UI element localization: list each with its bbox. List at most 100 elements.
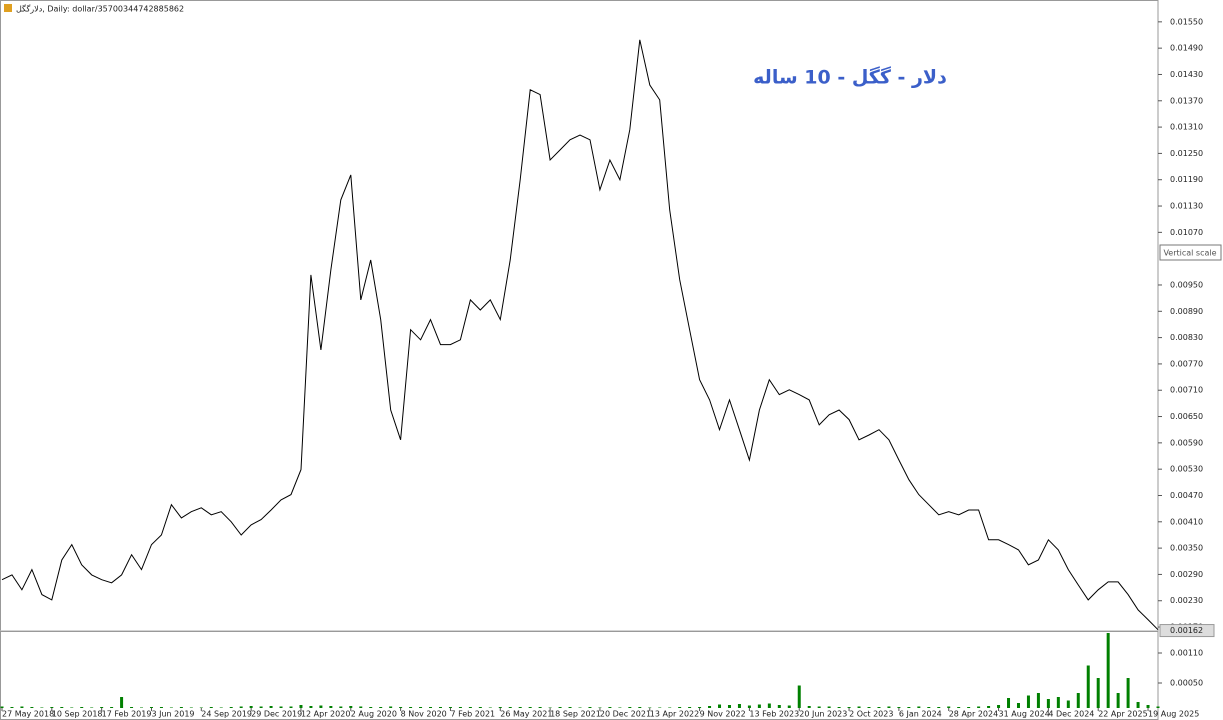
- volume-bar: [349, 706, 353, 708]
- y-tick-label: 0.00470: [1170, 491, 1203, 500]
- x-tick-label: 3 Jun 2019: [151, 710, 194, 719]
- volume-bar: [90, 707, 94, 708]
- y-tick-label: 0.01070: [1170, 228, 1203, 237]
- volume-bar: [837, 707, 841, 708]
- x-tick-label: 26 May 2021: [500, 710, 552, 719]
- volume-bar: [299, 705, 303, 708]
- x-tick-label: 18 Sep 2021: [550, 710, 601, 719]
- volume-bar: [508, 707, 512, 708]
- volume-bar: [239, 706, 243, 708]
- volume-bar: [947, 706, 951, 708]
- volume-bar: [997, 705, 1001, 708]
- volume-bar: [967, 707, 971, 708]
- volume-bar: [169, 707, 173, 708]
- y-tick-label: 0.00230: [1170, 596, 1203, 605]
- volume-bar: [229, 707, 233, 708]
- volume-bar: [1086, 665, 1090, 708]
- volume-bar: [329, 706, 333, 708]
- volume-bar: [60, 707, 64, 708]
- x-tick-label: 20 Jun 2023: [799, 710, 847, 719]
- x-tick-label: 20 Dec 2021: [600, 710, 651, 719]
- volume-bar: [159, 707, 163, 708]
- volume-bar: [558, 707, 562, 708]
- volume-bar: [618, 707, 622, 708]
- y-tick-label: 0.00110: [1170, 649, 1203, 658]
- volume-bar: [787, 705, 791, 708]
- volume-bar: [648, 707, 652, 708]
- volume-bar: [747, 705, 751, 708]
- y-tick-label: 0.01430: [1170, 70, 1203, 79]
- volume-bar: [339, 706, 343, 708]
- volume-bar: [1106, 633, 1110, 708]
- y-tick-label: 0.00050: [1170, 679, 1203, 688]
- x-tick-label: 22 Apr 2025: [1098, 710, 1147, 719]
- volume-bar: [199, 707, 203, 708]
- volume-bar: [20, 706, 24, 708]
- volume-bar: [727, 705, 731, 708]
- volume-bar: [70, 707, 74, 708]
- volume-bar: [807, 706, 811, 708]
- volume-bar: [30, 707, 34, 708]
- x-tick-label: 8 Nov 2020: [401, 710, 447, 719]
- volume-bar: [279, 706, 283, 708]
- symbol-icon: [4, 4, 12, 12]
- volume-bar: [259, 706, 263, 708]
- volume-bar: [718, 704, 722, 708]
- volume-bar: [767, 703, 771, 708]
- volume-bar: [568, 707, 572, 708]
- volume-bar: [628, 707, 632, 708]
- y-tick-label: 0.01550: [1170, 17, 1203, 26]
- y-tick-label: 0.00410: [1170, 517, 1203, 526]
- x-tick-label: 6 Jan 2024: [899, 710, 942, 719]
- y-tick-label: 0.00650: [1170, 412, 1203, 421]
- volume-bar: [867, 707, 871, 708]
- y-tick-label: 0.00590: [1170, 438, 1203, 447]
- volume-bar: [658, 707, 662, 708]
- volume-bar: [1007, 698, 1011, 708]
- last-value-box: [1159, 624, 1215, 638]
- y-tick-label: 0.01250: [1170, 149, 1203, 158]
- volume-bar: [538, 707, 542, 708]
- volume-bar: [827, 706, 831, 708]
- volume-bar: [1136, 702, 1140, 708]
- volume-bar: [698, 707, 702, 708]
- volume-bar: [857, 706, 861, 708]
- tooltip: Vertical scale: [1163, 249, 1216, 258]
- y-tick-label: 0.00830: [1170, 333, 1203, 342]
- volume-bar: [50, 707, 54, 708]
- volume-bar: [1036, 693, 1040, 708]
- annotation: دلار - گگل - 10 ساله: [753, 66, 947, 89]
- volume-bar: [130, 707, 134, 708]
- volume-bar: [1126, 678, 1130, 708]
- y-tick-label: 0.01310: [1170, 123, 1203, 132]
- x-tick-label: 13 Apr 2022: [650, 710, 699, 719]
- volume-bar: [458, 707, 462, 708]
- y-tick-label: 0.00770: [1170, 359, 1203, 368]
- x-tick-label: 2 Aug 2020: [351, 710, 397, 719]
- volume-bar: [448, 707, 452, 708]
- volume-bar: [179, 707, 183, 708]
- volume-bar: [927, 707, 931, 708]
- x-tick-label: 29 Dec 2019: [251, 710, 302, 719]
- volume-bar: [688, 707, 692, 708]
- volume-bar: [498, 707, 502, 708]
- volume-bar: [10, 707, 14, 708]
- volume-bar: [668, 707, 672, 708]
- tooltip-box: [1159, 244, 1222, 261]
- volume-bar: [877, 707, 881, 708]
- volume-bar: [1046, 699, 1050, 708]
- volume-bar: [1096, 678, 1100, 708]
- y-tick-label: 0.01130: [1170, 202, 1203, 211]
- volume-bar: [149, 707, 153, 708]
- volume-bar: [468, 707, 472, 708]
- volume-bar: [957, 707, 961, 708]
- price-line: [1, 39, 1159, 631]
- x-tick-label: 28 Apr 2024: [949, 710, 998, 719]
- volume-bar: [289, 706, 293, 708]
- y-tick-label: 0.00350: [1170, 544, 1203, 553]
- y-tick-label: 0.00530: [1170, 465, 1203, 474]
- volume-bar: [409, 707, 413, 708]
- volume-bar: [1146, 705, 1150, 708]
